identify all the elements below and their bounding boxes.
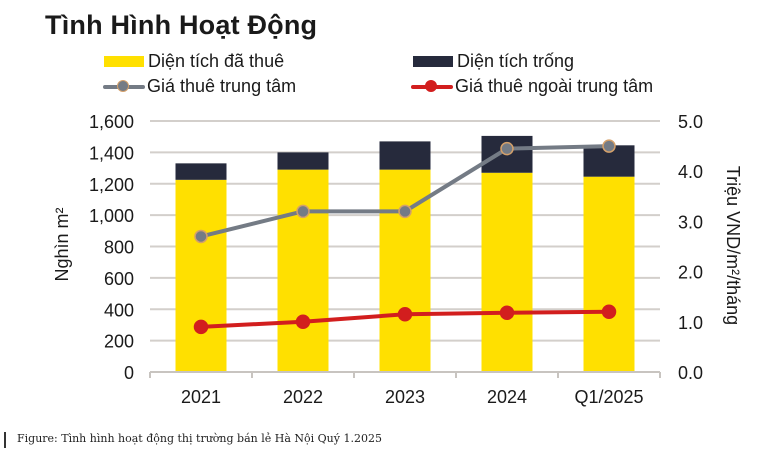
x-tick-label: 2023 <box>385 387 425 407</box>
marker-central-rent <box>296 204 310 219</box>
bar-leased <box>379 169 431 372</box>
marker-noncentral-rent <box>397 307 413 322</box>
y2-axis-title: Triệu VND/m²/tháng <box>723 166 743 325</box>
legend-swatch-noncentral-rent <box>411 79 453 95</box>
bar-vacant <box>175 163 227 180</box>
y2-tick-label: 0.0 <box>678 363 703 383</box>
marker-central-rent <box>194 229 208 244</box>
y-tick-label: 800 <box>104 238 134 258</box>
legend-label: Diện tích trống <box>457 51 575 71</box>
y-tick-label: 1,600 <box>89 112 134 132</box>
marker-central-rent <box>398 204 412 219</box>
legend-swatch-central-rent <box>103 79 145 95</box>
marker-central-rent <box>602 139 616 153</box>
y-tick-label: 0 <box>124 363 134 383</box>
marker-noncentral-rent <box>499 305 515 321</box>
legend-swatch-leased <box>104 56 144 67</box>
y2-tick-label: 1.0 <box>678 313 703 333</box>
legend-item-leased-area: Diện tích đã thuê <box>104 51 284 72</box>
y2-tick-label: 4.0 <box>678 162 703 182</box>
y-tick-label: 1,000 <box>89 206 134 226</box>
legend-label: Diện tích đã thuê <box>148 51 285 71</box>
marker-noncentral-rent <box>295 314 311 330</box>
marker-noncentral-rent <box>193 319 209 335</box>
bar-leased <box>277 169 329 372</box>
y-tick-label: 1,400 <box>89 143 134 163</box>
legend-item-central-rent: Giá thuê trung tâm <box>103 76 296 97</box>
y-tick-label: 200 <box>104 332 134 352</box>
y-tick-label: 600 <box>104 269 134 289</box>
legend-label: Giá thuê ngoài trung tâm <box>455 76 654 96</box>
y2-tick-label: 3.0 <box>678 212 703 232</box>
bar-vacant <box>379 141 431 170</box>
chart-title: Tình Hình Hoạt Động <box>45 10 318 40</box>
y-tick-label: 1,200 <box>89 175 134 195</box>
y2-tick-label: 5.0 <box>678 112 703 132</box>
marker-central-rent <box>500 141 514 156</box>
y-tick-label: 400 <box>104 300 134 320</box>
bar-vacant <box>277 152 329 170</box>
bar-leased <box>175 179 227 372</box>
x-tick-label: 2022 <box>283 387 323 407</box>
x-tick-label: 2024 <box>487 387 527 407</box>
y-axis-title: Nghìn m² <box>52 207 72 281</box>
bar-leased <box>481 172 533 372</box>
x-tick-label: Q1/2025 <box>574 387 643 407</box>
y2-tick-label: 2.0 <box>678 263 703 283</box>
legend-swatch-vacant <box>413 56 453 67</box>
caption-marker <box>4 432 6 448</box>
marker-noncentral-rent <box>601 304 617 320</box>
x-tick-label: 2021 <box>181 387 221 407</box>
figure-caption: Figure: Tình hình hoạt động thị trường b… <box>17 432 382 445</box>
legend-item-vacant-area: Diện tích trống <box>413 51 574 72</box>
legend-label: Giá thuê trung tâm <box>147 76 297 96</box>
bar-leased <box>583 176 635 372</box>
legend-item-noncentral-rent: Giá thuê ngoài trung tâm <box>411 76 653 97</box>
